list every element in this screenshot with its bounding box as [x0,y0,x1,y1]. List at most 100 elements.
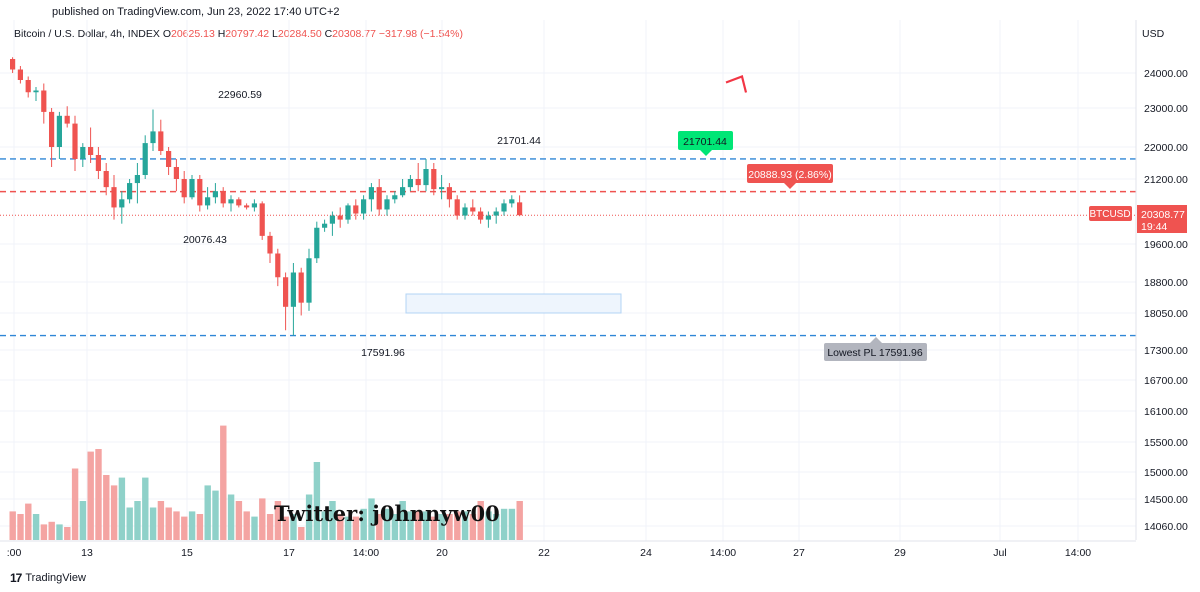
volume-bar [461,511,469,540]
candle-body [173,167,179,179]
volume-bar [500,508,508,540]
price-tick-label: 19600.00 [1144,239,1188,251]
candle-body [111,187,117,208]
published-info: published on TradingView.com, Jun 23, 20… [52,6,340,18]
candle [392,191,398,204]
candle [189,175,195,200]
candle [353,199,359,220]
last-price-text: 20308.77 [1141,209,1185,221]
candle [134,163,140,204]
volume-bar [454,511,461,540]
volume-bar [95,449,102,540]
candle [306,248,312,311]
price-tick-label: 24000.00 [1144,68,1188,80]
price-tick-label: 17300.00 [1144,345,1188,357]
price-tick-label: 15000.00 [1144,467,1188,479]
time-tick-label: 29 [894,547,906,559]
candle-body [119,199,125,208]
candle-body [439,187,445,190]
volume-bar [64,527,71,540]
candle-body [283,277,289,307]
volume-bar [9,511,16,540]
time-tick-label: 17 [283,547,295,559]
candle-body [415,179,421,186]
candle [236,197,242,208]
volume-bar [48,521,55,540]
candle [298,267,304,316]
candle-body [337,215,343,220]
volume-bar [196,514,204,540]
candle-body [25,80,31,93]
candle-body [103,171,109,188]
countdown-text: 19:44 [1141,221,1167,233]
volume-bar [274,501,282,540]
projection-path [725,75,748,93]
candle-body [33,90,39,93]
open-value: 20625.13 [170,28,215,40]
candle [314,221,320,263]
volume-bar [477,501,484,540]
volume-bar [118,477,126,540]
candle [127,179,133,204]
candle-body [384,199,390,210]
high-label: H [217,28,226,40]
volume-bar [220,425,227,540]
candle [267,231,273,263]
high-low-label: 21701.44 [497,135,541,147]
candle [220,187,226,208]
candle [517,195,523,217]
volume-bar [142,477,149,540]
candle [462,203,468,220]
candle-body [485,215,491,220]
candle [485,211,491,228]
high-value: 20797.42 [225,28,270,40]
candle-body [361,199,367,214]
candle-body [72,123,78,159]
currency-label: USD [1142,28,1165,40]
volume-bar [516,501,523,540]
tv-logo-icon: 17 [10,571,22,585]
volume-bar [157,501,165,540]
candle [158,119,164,155]
candle [376,179,382,216]
candle-body [80,147,86,159]
candle-body [64,115,70,124]
candle [275,248,281,287]
candle-body [10,59,16,70]
volume-bar [110,485,118,540]
candle-body [454,199,460,216]
candle-body [431,169,437,190]
green-label-pointer [700,150,712,156]
candle [25,76,31,98]
symbol-tag [1089,206,1132,221]
candle [56,111,62,159]
volume-bar [430,516,438,540]
time-tick-label: :00 [7,547,22,559]
horizontal-levels [0,158,1136,337]
price-tick-label: 18800.00 [1144,277,1188,289]
candle-body [298,272,304,303]
open-label: O [162,28,171,40]
volume-bar [298,527,305,540]
lowest-pl-label [824,343,927,361]
volume-bar [259,498,266,540]
price-tick-label: 21200.00 [1144,174,1188,186]
red-level-label [747,164,833,183]
candle-body [376,187,382,210]
candle [95,147,101,179]
price-tick-label: 16100.00 [1144,406,1188,418]
grid [0,20,1136,541]
candle [329,211,335,236]
candle [212,183,218,204]
volume-bar [134,501,141,540]
candle [384,195,390,216]
candle [446,183,452,208]
candle [197,175,203,212]
green-target-label [678,131,733,150]
volume-bar [337,514,344,540]
candle [17,66,23,84]
candle [111,175,117,220]
price-tick-label: 23000.00 [1144,103,1188,115]
high-low-label: 22960.59 [218,89,262,101]
